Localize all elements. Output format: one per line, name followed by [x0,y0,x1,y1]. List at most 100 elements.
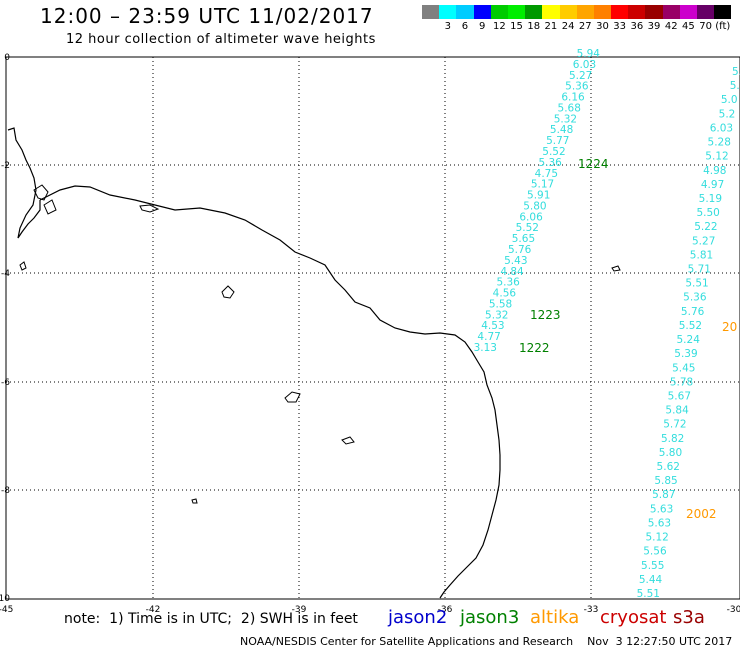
pass-time-label: 1222 [519,341,550,355]
wave-height-value: 4.84 [500,266,524,278]
island-small-3 [284,391,301,403]
wave-height-value: 5.36 [683,292,707,304]
scale-swatch: 33 [611,5,629,32]
scale-swatch: 39 [645,5,663,32]
latitude-tick: -10 [0,594,10,604]
map-grid [6,57,740,599]
map-frame [5,56,740,600]
altimeter-track-a: 5.946.035.275.366.165.685.325.485.775.52… [474,48,601,354]
altimeter-track-b: 5. 5. 5.0 5.2 6.03 5.28 5.12 4.98 4.97 5.19 5.50 5.… [637,66,740,600]
scale-label: 15 [510,21,523,32]
latitude-tick-labels: 0 -2 -4 -6 -8 -10 [0,53,10,604]
wave-height-value: 5.19 [699,193,722,205]
scale-swatch: 18 [525,5,543,32]
wave-height-value: 3.13 [474,342,497,354]
longitude-tick: -36 [438,605,453,615]
scale-swatch: (ft) [714,5,732,32]
scale-swatch: 30 [593,5,612,32]
footer-note: note: 1) Time is in UTC; 2) SWH is in fe… [64,611,358,627]
wave-height-value: 5.71 [688,264,711,276]
wave-height-value: 5.76 [681,306,705,318]
wave-height-value: 5.27 [569,70,592,82]
wave-height-value: 5.76 [508,244,532,256]
wave-height-value: 5. [730,80,740,92]
longitude-tick: -30 [727,605,740,615]
scale-label: 9 [478,21,486,32]
wave-height-value: 4.75 [535,168,558,180]
longitude-tick: -45 [0,605,13,615]
page-subtitle: 12 hour collection of altimeter wave hei… [66,32,376,47]
scale-label: 30 [596,21,609,32]
pass-time-label: 1224 [578,157,609,171]
satellite-legend-entry: s3a [673,607,705,628]
island-small-4 [341,436,355,445]
scale-label: 33 [613,21,627,32]
latitude-tick: -8 [1,486,10,496]
scale-swatch: 6 [456,5,474,32]
scale-swatch: 45 [679,5,697,32]
scale-label: 70 [699,21,712,32]
pass-time-labels: 1224 1223 1222 20 2002 [519,157,737,521]
wave-height-value: 5.72 [663,419,686,431]
wave-height-value: 5.91 [527,190,550,202]
color-scale-legend: 3 6 9 12 15 18 21 24 27 30 33 36 39 42 45 70 (ft) [422,5,732,32]
wave-height-value: 5.94 [577,48,601,60]
scale-label: 24 [561,21,575,32]
scale-label: 42 [664,21,678,32]
scale-swatch: 9 [473,5,491,32]
wave-height-value: 4.56 [493,288,517,300]
wave-height-value: 6.03 [573,59,596,71]
scale-label: 36 [630,21,644,32]
wave-height-value: 5.52 [516,222,539,234]
satellite-legend-entry: jason3 [460,607,520,628]
scale-swatch: 36 [628,5,646,32]
scale-swatch: 15 [507,5,526,32]
latitude-tick: -4 [1,269,10,279]
wave-height-value: 5.51 [685,278,708,290]
wave-height-value: 5.2 [719,108,736,120]
satellite-legend-entry: altika [530,607,580,628]
wave-height-value: 5.65 [512,233,535,245]
wave-height-value: 5.12 [705,151,728,163]
scale-swatch: 3 [439,5,457,32]
scale-swatch [422,5,440,32]
coastline [39,185,501,599]
wave-height-value: 5.12 [645,532,668,544]
wave-height-value: 5.80 [523,200,546,212]
wave-height-value: 5.22 [694,221,717,233]
pass-time-label: 1223 [530,308,561,322]
scale-label: (ft) [715,21,731,32]
wave-height-value: 5.24 [677,334,701,346]
wave-height-value: 5.43 [504,255,527,267]
wave-height-value: 5.32 [554,113,577,125]
wave-height-value: 5.80 [659,447,682,459]
wave-height-value: 4.97 [701,179,724,191]
wave-height-value: 5.28 [708,137,731,149]
satellite-legend-entry: jason2 [388,607,448,628]
credit-line: NOAA/NESDIS Center for Satellite Applica… [240,635,733,648]
island-small-7 [191,498,198,504]
scale-swatch: 12 [490,5,508,32]
wave-height-value: 5.63 [648,517,671,529]
wave-height-value: 5.81 [690,249,713,261]
scale-swatch: 42 [662,5,680,32]
wave-height-value: 6.16 [561,92,585,104]
wave-height-value: 6.06 [519,211,543,223]
wave-height-value: 4.77 [477,331,500,343]
wave-height-value: 5.62 [657,461,680,473]
longitude-tick: -42 [146,605,161,615]
wave-height-value: 5.82 [661,433,684,445]
island-small-1 [139,204,160,213]
wave-height-value: 5.55 [641,560,664,572]
wave-height-value: 5.84 [665,405,689,417]
scale-swatch: 70 [697,5,715,32]
wave-height-value: 5.48 [550,124,573,136]
wave-height-value: 5.36 [496,277,520,289]
satellite-legend-entry: cryosat [600,607,667,628]
pass-time-label: 20 [722,320,737,334]
wave-height-value: 5.36 [538,157,562,169]
wave-height-value: 5.36 [565,81,589,93]
wave-height-value: 5.45 [672,362,695,374]
scale-label: 3 [444,21,451,32]
wave-height-value: 5.52 [679,320,702,332]
